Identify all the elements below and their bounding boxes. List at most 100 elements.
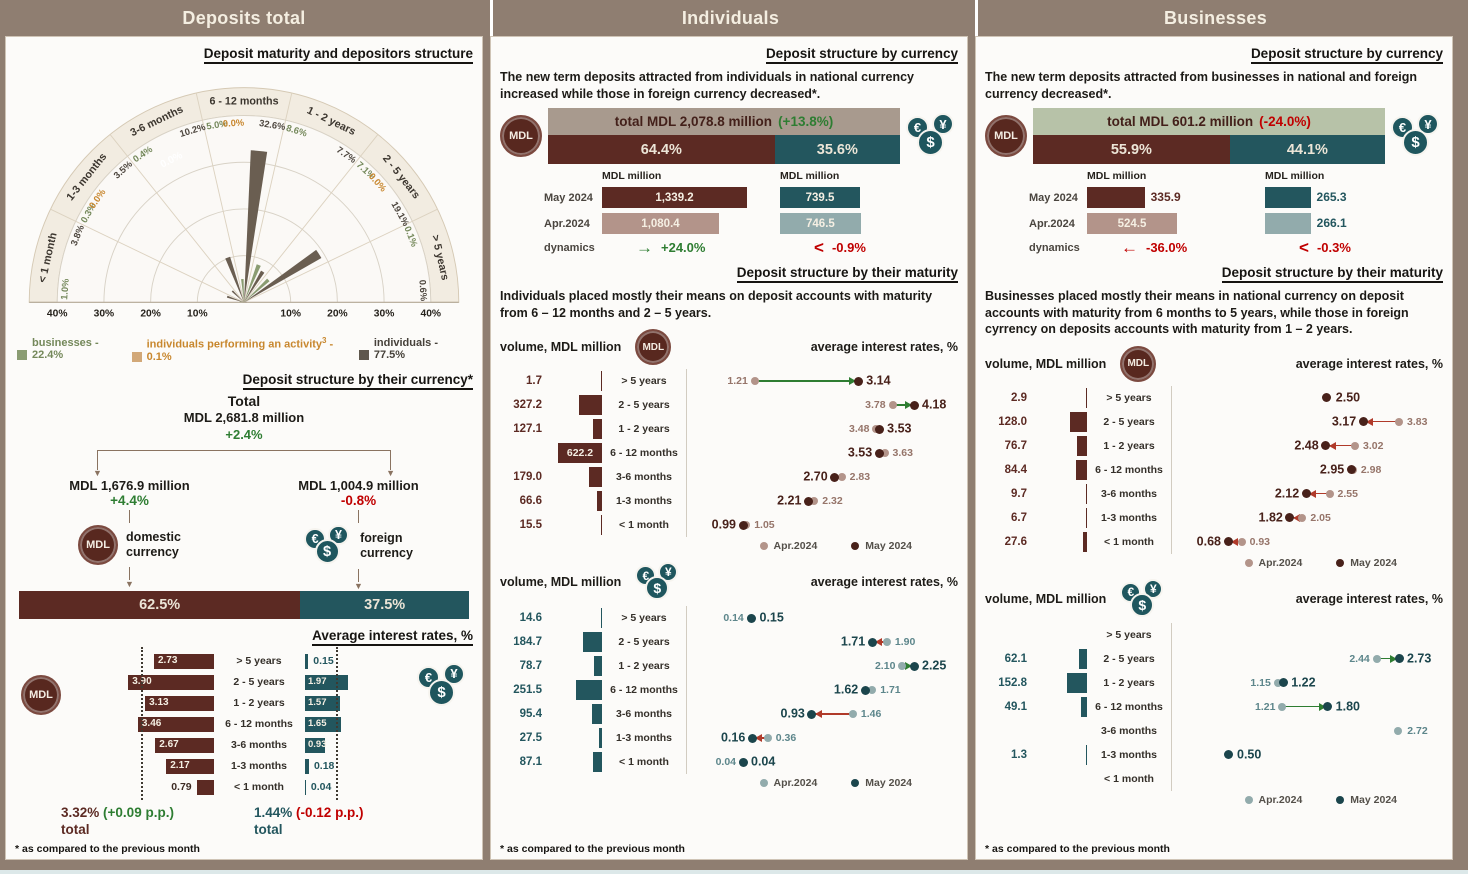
tree-connector-hline <box>97 449 391 451</box>
volume-value: 6.7 <box>1011 511 1027 524</box>
national-total-value: 3.32% <box>61 804 100 820</box>
tornado-category: 6 - 12 months <box>225 718 293 731</box>
apr-rate-value: 1.46 <box>860 707 882 720</box>
volume-bar-box <box>546 467 602 487</box>
foreign-rate-cell: 1.57 <box>304 695 424 711</box>
may-rate-value: 0.93 <box>780 706 805 721</box>
polar-sector-line <box>195 92 245 303</box>
dynamics-arrow-icon: < <box>1299 238 1309 257</box>
mdl-coin-icon: MDL <box>985 115 1027 157</box>
foreign-total-word: total <box>254 822 283 838</box>
rates-cell: 2.44 2.73 <box>1171 646 1443 671</box>
rates-cell: 2.48 3.02 <box>1171 433 1443 458</box>
may-rate-value: 2.21 <box>777 493 802 508</box>
tornado-category: 1-3 months <box>230 760 287 773</box>
national-rate-cell: 3.90 <box>54 674 214 690</box>
volume-bar <box>582 632 602 652</box>
polar-wedge <box>239 301 244 303</box>
currency-bar-cell: 266.1 <box>1265 213 1443 234</box>
volume-value: 27.5 <box>519 732 542 744</box>
currency-structure-title: Deposit structure by their currency* <box>242 372 473 390</box>
volume-bar-box <box>546 395 602 415</box>
tree-connector-vline-left <box>97 449 99 470</box>
national-rate-cell: 3.46 <box>54 716 214 732</box>
volume-bar <box>600 515 602 535</box>
currency-total-change: (-24.0%) <box>1259 114 1311 129</box>
dollar-icon: $ <box>1130 592 1155 617</box>
apr-rate-dot <box>1298 513 1307 522</box>
national-rate-value: 3.13 <box>149 696 169 708</box>
polar-wedge <box>244 249 322 303</box>
legend-item-apr: Apr.2024 <box>759 538 817 554</box>
may-legend-dot <box>1336 795 1345 804</box>
apr-rate-value: 1.05 <box>754 518 775 531</box>
apr-rate-dot <box>810 497 819 505</box>
currency-paragraph: The new term deposits attracted from bus… <box>985 70 1418 101</box>
fx-symbol-icon: ¥ <box>443 662 465 685</box>
may-rate-value: 3.53 <box>887 421 912 436</box>
currency-bar: 1,080.4 <box>602 213 719 234</box>
may-rate-value: 2.50 <box>1335 390 1361 405</box>
foreign-rate-bar <box>305 737 326 753</box>
polar-axis-tick: 20% <box>327 308 348 319</box>
legend-item-apr: Apr.2024 <box>759 775 817 791</box>
may-rate-value: 3.14 <box>866 373 891 388</box>
volume-bar-box: 622.2 <box>546 443 602 463</box>
rate-change-line <box>892 404 914 406</box>
fx-symbol-icon: ¥ <box>1417 113 1439 135</box>
tree-connector: ▼ ▼ <box>15 446 473 478</box>
rate-change-line <box>1363 420 1399 423</box>
rates-label: average interest rates, % <box>1295 356 1443 371</box>
may-rate-value: 0.50 <box>1237 747 1262 762</box>
legend-label: individuals performing an activity3 - 0.… <box>146 336 334 363</box>
volume-bar-box <box>546 608 602 628</box>
apr-rate-value: 2.05 <box>1310 511 1331 524</box>
volume-bar-box <box>1031 769 1087 789</box>
volume-bar-box <box>546 680 602 700</box>
legend-item-may: May 2024 <box>851 775 912 791</box>
may-rate-dot <box>803 496 813 506</box>
polar-wedge <box>225 256 244 303</box>
legend-swatch <box>17 350 27 361</box>
maturity-row: 66.6 1-3 months 2.21 2.32 <box>500 489 958 513</box>
domestic-arrow-line <box>129 566 130 580</box>
may-rate-dot <box>738 520 748 530</box>
currency-detail-grid: MDL million MDL million May 2024 1,339.2 739… <box>544 170 958 256</box>
polar-axis-tick: 10% <box>187 308 208 319</box>
apr-rate-value: 0.04 <box>715 755 736 768</box>
apr-rate-value: 2.10 <box>874 659 896 672</box>
may-rate-dot <box>747 733 757 743</box>
mdl-coin-icon: MDL <box>21 674 61 715</box>
may-legend-label: May 2024 <box>1350 556 1397 569</box>
businesses-national-maturity-chart: 2.9 > 5 years 2.50 128.0 2 - 5 years 3.17 3.83… <box>985 385 1443 571</box>
rates-cell: 2.72 <box>1171 718 1443 743</box>
tornado-row: 2.17 1-3 months 0.18 <box>54 756 434 777</box>
maturity-row: > 5 years <box>985 622 1443 647</box>
legend-item-may: May 2024 <box>851 538 912 554</box>
volume-bar: 622.2 <box>558 443 602 463</box>
volume-value: 76.7 <box>1004 439 1027 452</box>
volume-label: volume, MDL million <box>985 356 1107 371</box>
maturity-category: < 1 month <box>1104 535 1154 548</box>
split-foreign-segment: 37.5% <box>300 590 469 619</box>
foreign-rate-cell: 0.93 <box>304 737 424 753</box>
volume-value: 84.4 <box>1004 463 1027 476</box>
dollar-icon: $ <box>314 539 340 565</box>
may-rate-value: 2.73 <box>1407 651 1432 666</box>
polar-businesses-value: 1.0% <box>59 278 71 301</box>
tornado-row: 3.90 2 - 5 years 1.97 <box>54 672 434 693</box>
polar-chart-legend: businesses - 22.4% individuals performing… <box>17 336 471 363</box>
volume-bar <box>1078 648 1087 669</box>
apr-legend-dot <box>1244 795 1253 804</box>
legend-item: individuals performing an activity3 - 0.… <box>131 336 359 363</box>
volume-bar-box <box>546 656 602 676</box>
maturity-category: > 5 years <box>621 375 667 387</box>
rates-cell: 0.16 0.36 <box>686 726 958 750</box>
volume-bar-box <box>1031 531 1087 552</box>
maturity-row: 84.4 6 - 12 months 2.95 2.98 <box>985 457 1443 482</box>
national-rate-bar <box>145 695 214 711</box>
may-rate-dot <box>830 472 840 482</box>
maturity-row: 76.7 1 - 2 years 2.48 3.02 <box>985 433 1443 458</box>
rate-change-arrow-icon <box>1231 537 1238 546</box>
dynamics-value: -0.3% <box>1316 240 1351 255</box>
